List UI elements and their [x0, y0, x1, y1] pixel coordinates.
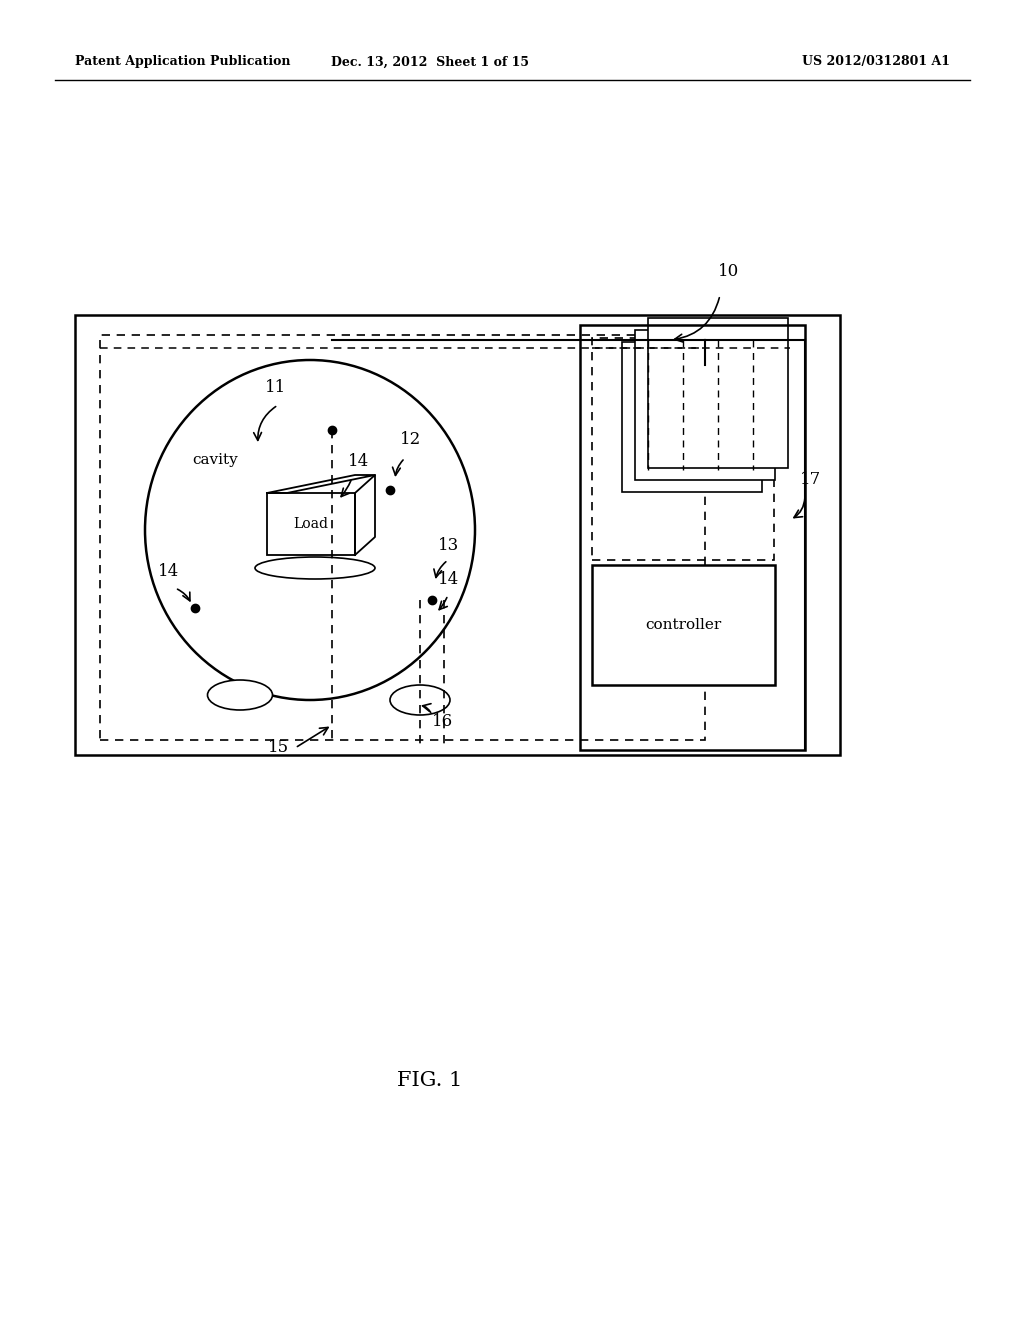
FancyArrowPatch shape: [675, 298, 719, 342]
FancyArrowPatch shape: [434, 562, 445, 577]
FancyArrowPatch shape: [177, 589, 189, 601]
Text: cavity: cavity: [193, 453, 238, 467]
Bar: [622, 342, 762, 492]
FancyArrowPatch shape: [392, 459, 403, 475]
Text: 12: 12: [400, 432, 421, 449]
Text: Dec. 13, 2012  Sheet 1 of 15: Dec. 13, 2012 Sheet 1 of 15: [331, 55, 529, 69]
Bar: [648, 318, 788, 469]
Ellipse shape: [145, 360, 475, 700]
Text: 10: 10: [718, 264, 739, 281]
Text: 14: 14: [348, 454, 370, 470]
Text: 14: 14: [158, 564, 179, 581]
Text: Patent Application Publication: Patent Application Publication: [75, 55, 291, 69]
FancyArrowPatch shape: [423, 704, 431, 713]
FancyArrowPatch shape: [341, 480, 351, 496]
Ellipse shape: [390, 685, 450, 715]
Bar: [635, 330, 775, 480]
Text: 14: 14: [438, 572, 459, 589]
FancyArrowPatch shape: [297, 727, 328, 747]
Bar: [75, 315, 840, 755]
FancyArrowPatch shape: [254, 407, 275, 441]
Bar: [100, 335, 705, 741]
Bar: [592, 338, 774, 560]
Bar: [580, 325, 805, 750]
Ellipse shape: [255, 557, 375, 579]
Text: 11: 11: [265, 380, 287, 396]
Text: 15: 15: [268, 739, 289, 756]
FancyArrowPatch shape: [439, 598, 447, 610]
Bar: [267, 492, 355, 554]
Text: 13: 13: [438, 536, 459, 553]
Text: FIG. 1: FIG. 1: [397, 1071, 463, 1089]
Text: 16: 16: [432, 714, 454, 730]
Text: US 2012/0312801 A1: US 2012/0312801 A1: [802, 55, 950, 69]
Ellipse shape: [208, 680, 272, 710]
Bar: [592, 565, 775, 685]
Text: controller: controller: [645, 618, 722, 632]
Text: 17: 17: [800, 471, 821, 488]
FancyArrowPatch shape: [794, 498, 805, 517]
Text: Load: Load: [294, 517, 329, 531]
